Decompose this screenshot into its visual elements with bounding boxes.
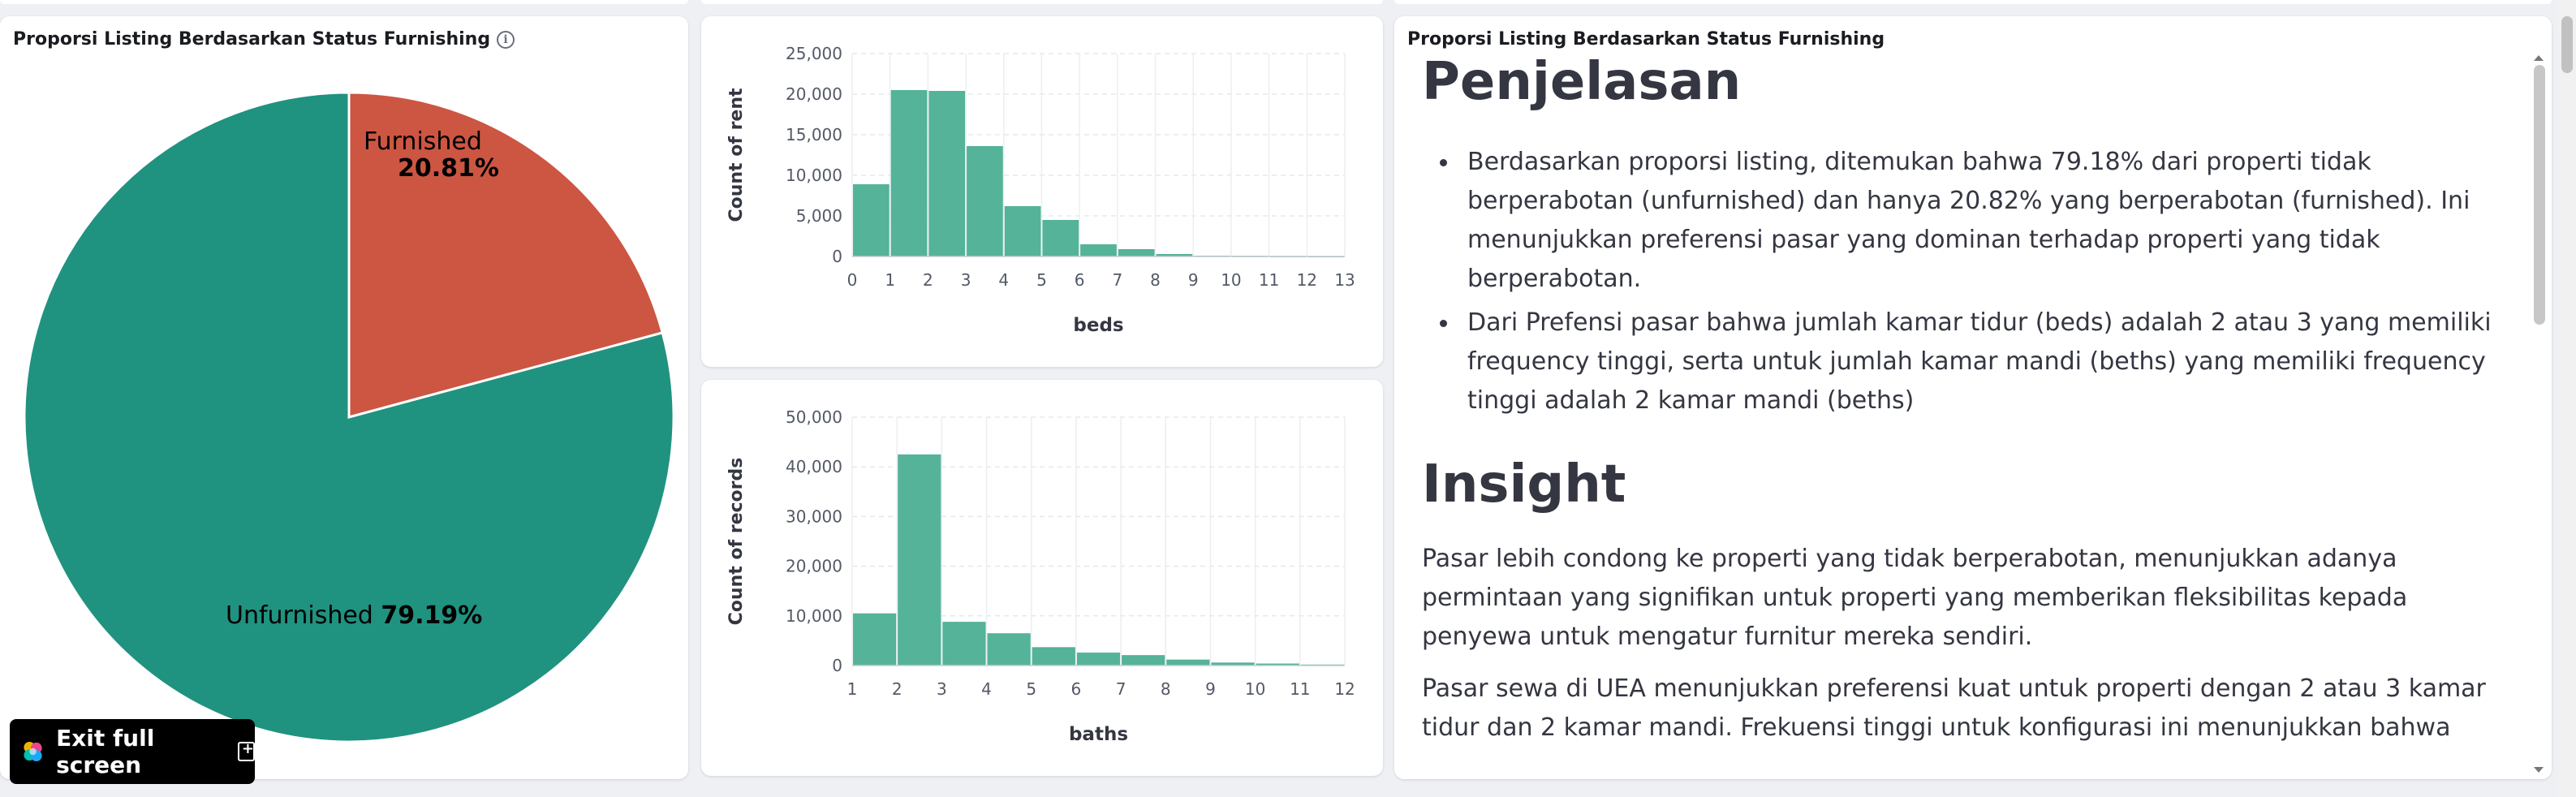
baths-bar[interactable] bbox=[987, 633, 1031, 666]
baths-bar[interactable] bbox=[942, 622, 986, 666]
baths-ytick-label: 30,000 bbox=[786, 506, 842, 526]
paragraph: Pasar sewa di UEA menunjukkan preferensi… bbox=[1422, 674, 2486, 742]
baths-xtick-label: 9 bbox=[1205, 679, 1216, 699]
heading-insight: Insight bbox=[1422, 455, 1626, 515]
baths-ytick-label: 0 bbox=[832, 656, 842, 675]
beds-xtick-label: 13 bbox=[1334, 270, 1355, 290]
baths-bar[interactable] bbox=[1076, 653, 1121, 666]
beds-xtick-label: 1 bbox=[885, 270, 895, 290]
pie-label-furnished-value: 20.81% bbox=[398, 154, 499, 183]
baths-ytick-label: 40,000 bbox=[786, 457, 842, 476]
beds-ytick-label: 15,000 bbox=[786, 125, 842, 144]
heading-penjelasan: Penjelasan bbox=[1422, 52, 1742, 112]
bullet-item: Berdasarkan proporsi listing, ditemukan … bbox=[1422, 143, 2501, 299]
baths-xtick-label: 5 bbox=[1026, 679, 1036, 699]
beds-ytick-label: 10,000 bbox=[786, 166, 842, 185]
beds-xtick-label: 5 bbox=[1036, 270, 1047, 290]
beds-bar[interactable] bbox=[853, 184, 890, 256]
baths-xtick-label: 2 bbox=[892, 679, 902, 699]
baths-xtick-label: 4 bbox=[981, 679, 992, 699]
baths-ytick-label: 20,000 bbox=[786, 557, 842, 576]
exit-full-screen-button[interactable]: Exit full screen bbox=[10, 719, 255, 784]
top-panel-edges bbox=[0, 0, 2576, 6]
beds-xaxis-title: beds bbox=[1073, 315, 1123, 336]
beds-xtick-label: 6 bbox=[1075, 270, 1085, 290]
markdown-panel-title: Proporsi Listing Berdasarkan Status Furn… bbox=[1407, 29, 1885, 50]
scroll-up-arrow[interactable] bbox=[2534, 55, 2544, 61]
bullet-item: Dari Prefensi pasar bahwa jumlah kamar t… bbox=[1422, 304, 2501, 420]
pie-panel: Proporsi Listing Berdasarkan Status Furn… bbox=[0, 16, 688, 779]
baths-bar[interactable] bbox=[1032, 647, 1075, 666]
baths-bar[interactable] bbox=[1122, 655, 1165, 666]
pie-label-furnished-name: Furnished bbox=[364, 127, 482, 156]
baths-xtick-label: 11 bbox=[1290, 679, 1310, 699]
page-scrollbar-thumb[interactable] bbox=[2561, 16, 2573, 73]
beds-bar[interactable] bbox=[928, 91, 966, 256]
beds-xtick-label: 12 bbox=[1297, 270, 1317, 290]
baths-bar[interactable] bbox=[1211, 662, 1255, 666]
scroll-down-arrow[interactable] bbox=[2534, 767, 2544, 773]
paragraph: Pasar lebih condong ke properti yang tid… bbox=[1422, 544, 2408, 651]
panel-scrollbar[interactable] bbox=[2534, 65, 2545, 325]
beds-bar[interactable] bbox=[1156, 254, 1193, 256]
baths-xtick-label: 1 bbox=[847, 679, 858, 699]
beds-bar[interactable] bbox=[890, 90, 928, 256]
markdown-content: Penjelasan Berdasarkan proporsi listing,… bbox=[1422, 54, 2501, 747]
pie-slice-furnished[interactable] bbox=[347, 91, 665, 419]
baths-xaxis-title: baths bbox=[1069, 724, 1128, 745]
pie-slice-unfurnished[interactable] bbox=[23, 91, 675, 743]
beds-xtick-label: 3 bbox=[961, 270, 971, 290]
beds-xtick-label: 4 bbox=[998, 270, 1009, 290]
logo-icon bbox=[24, 742, 42, 761]
beds-bar[interactable] bbox=[1004, 206, 1041, 256]
beds-bar[interactable] bbox=[1080, 244, 1117, 256]
beds-xtick-label: 8 bbox=[1150, 270, 1161, 290]
baths-xtick-label: 10 bbox=[1245, 679, 1265, 699]
beds-xtick-label: 9 bbox=[1188, 270, 1199, 290]
beds-ytick-label: 25,000 bbox=[786, 44, 842, 63]
beds-histogram-panel: 0 5,000 10,000 15,000 20,000 25,000 0 1 2 3 4 5 6 7 8 9… bbox=[701, 16, 1383, 367]
fullscreen-exit-icon bbox=[237, 740, 255, 761]
page-scrollbar[interactable] bbox=[2558, 0, 2576, 797]
baths-bar[interactable] bbox=[1256, 663, 1299, 666]
beds-ytick-label: 20,000 bbox=[786, 84, 842, 104]
baths-ytick-label: 50,000 bbox=[786, 407, 842, 427]
pie-panel-title-text: Proporsi Listing Berdasarkan Status Furn… bbox=[13, 29, 491, 50]
pie-panel-title: Proporsi Listing Berdasarkan Status Furn… bbox=[13, 29, 515, 50]
bullet-list: Berdasarkan proporsi listing, ditemukan … bbox=[1422, 143, 2501, 420]
beds-xtick-label: 2 bbox=[923, 270, 933, 290]
markdown-panel-title-text: Proporsi Listing Berdasarkan Status Furn… bbox=[1407, 29, 1885, 50]
baths-bar[interactable] bbox=[898, 454, 941, 666]
baths-yaxis-title: Count of records bbox=[726, 458, 747, 626]
markdown-panel: Proporsi Listing Berdasarkan Status Furn… bbox=[1394, 16, 2552, 779]
baths-ytick-label: 10,000 bbox=[786, 606, 842, 626]
beds-bar[interactable] bbox=[1118, 249, 1155, 256]
beds-xtick-label: 10 bbox=[1221, 270, 1241, 290]
baths-histogram-panel: 0 10,000 20,000 30,000 40,000 50,000 1 2 3 4 5 6 7 8 9… bbox=[701, 380, 1383, 776]
baths-xtick-label: 8 bbox=[1161, 679, 1171, 699]
beds-ytick-label: 0 bbox=[832, 247, 842, 266]
exit-full-screen-label: Exit full screen bbox=[56, 725, 155, 778]
beds-ytick-label: 5,000 bbox=[796, 206, 842, 226]
beds-xtick-label: 7 bbox=[1112, 270, 1122, 290]
beds-bar[interactable] bbox=[1042, 220, 1079, 256]
baths-xtick-label: 12 bbox=[1334, 679, 1355, 699]
beds-bar[interactable] bbox=[967, 146, 1003, 256]
baths-xtick-label: 6 bbox=[1071, 679, 1082, 699]
info-icon[interactable]: i bbox=[497, 30, 515, 49]
beds-xtick-label: 11 bbox=[1259, 270, 1279, 290]
beds-yaxis-title: Count of rent bbox=[726, 88, 747, 222]
beds-xtick-label: 0 bbox=[847, 270, 858, 290]
baths-xtick-label: 7 bbox=[1116, 679, 1126, 699]
baths-bar[interactable] bbox=[1166, 659, 1210, 666]
baths-xtick-label: 3 bbox=[937, 679, 947, 699]
baths-bar[interactable] bbox=[853, 613, 897, 666]
pie-label-unfurnished: Unfurnished 79.19% bbox=[226, 601, 482, 630]
